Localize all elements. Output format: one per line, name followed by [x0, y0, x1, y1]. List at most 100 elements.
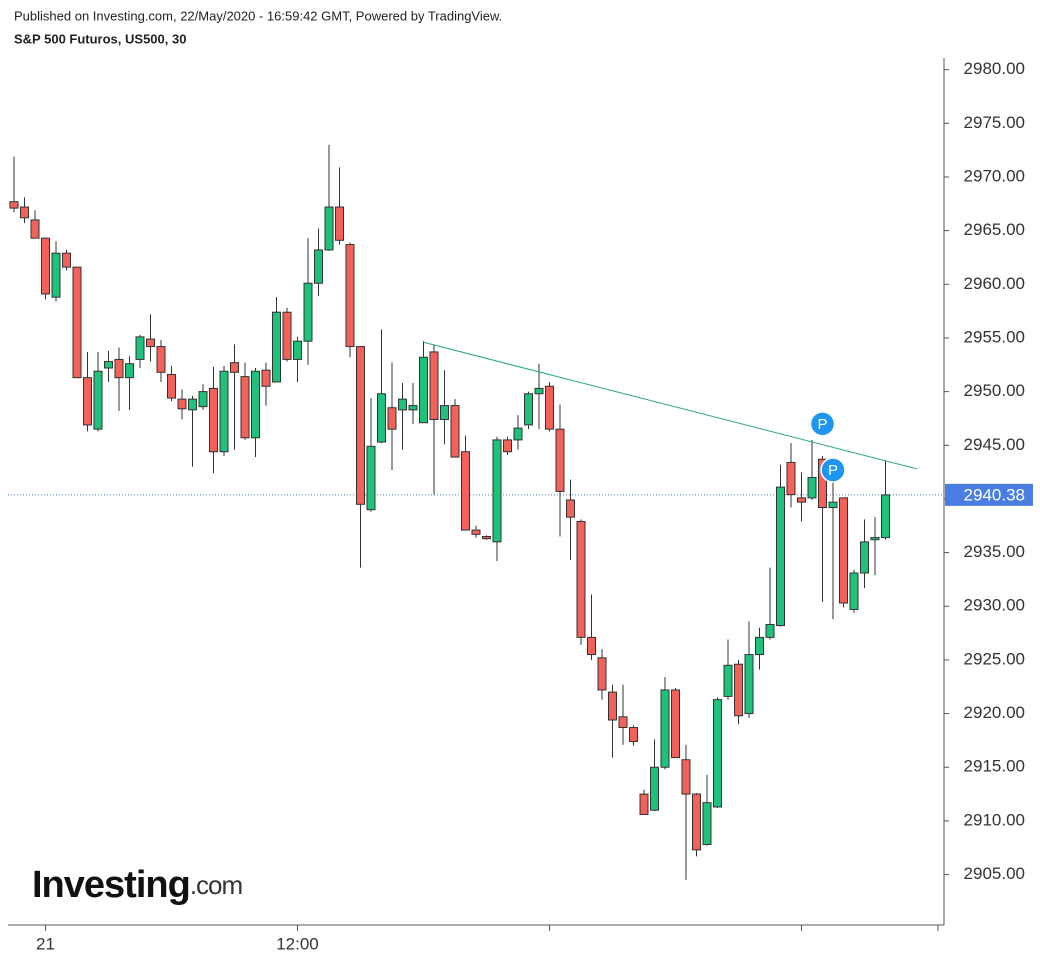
candle-body [198, 391, 208, 408]
candle-body [146, 338, 155, 348]
y-tick-label: 2905.00 [964, 864, 1025, 883]
candle-body [597, 657, 607, 691]
candle-body [272, 311, 281, 383]
candle-body [104, 361, 113, 369]
y-tick-label: 2935.00 [964, 542, 1025, 561]
candle-body [629, 727, 638, 742]
x-tick-label: 21 [36, 934, 55, 953]
candle-body [576, 520, 586, 638]
candle-body [786, 461, 796, 496]
candle-body [566, 499, 575, 518]
candle-body [870, 537, 880, 541]
candle-body [671, 689, 680, 759]
symbol-title: S&P 500 Futuros, US500, 30 [14, 31, 186, 46]
candle-body [545, 385, 554, 430]
candle-body [503, 439, 512, 453]
candle-body [114, 358, 124, 379]
candle-body [282, 311, 292, 360]
candle-body [41, 237, 50, 295]
event-marker [820, 457, 846, 483]
candle-body [156, 346, 166, 373]
candle-body [62, 252, 71, 268]
candle-body [219, 370, 229, 453]
candle-body [377, 393, 386, 443]
y-tick-label: 2950.00 [964, 381, 1025, 400]
candle-body [72, 266, 82, 379]
candle-body [797, 497, 806, 503]
candle-body [660, 689, 670, 768]
candle-body [177, 398, 187, 410]
candle-body [807, 476, 817, 499]
candle-body [513, 427, 523, 441]
y-tick-label: 2965.00 [964, 220, 1025, 239]
candle-body [419, 356, 428, 424]
candle-body [450, 405, 460, 458]
candle-body [251, 370, 260, 439]
event-marker-label: P [828, 462, 838, 479]
candle-body [9, 201, 19, 209]
candle-body [135, 336, 145, 360]
candle-body [30, 219, 40, 239]
candle-body [702, 802, 712, 846]
candle-body [828, 501, 838, 509]
candle-body [681, 759, 691, 795]
x-tick-label: 12:00 [276, 934, 319, 953]
candle-body [755, 636, 764, 656]
candle-body [849, 572, 859, 610]
candle-body [765, 624, 775, 638]
y-tick-label: 2945.00 [964, 435, 1025, 454]
y-tick-label: 2960.00 [964, 274, 1025, 293]
candle-body [618, 716, 628, 729]
candle-body [387, 407, 397, 430]
y-tick-label: 2910.00 [964, 810, 1025, 829]
candle-body [471, 529, 481, 535]
event-marker [809, 411, 836, 437]
candle-body [534, 387, 544, 395]
candle-body [335, 206, 344, 241]
candle-body [461, 451, 470, 531]
candle-body [240, 376, 250, 439]
candle-body [261, 369, 271, 387]
event-marker-label: P [817, 416, 827, 433]
candle-body [881, 494, 890, 539]
candle-body [303, 282, 313, 342]
candle-body [398, 398, 407, 411]
candle-body [744, 654, 754, 715]
candle-body [587, 636, 596, 656]
candle-body [776, 486, 785, 627]
candle-body [356, 346, 365, 505]
candle-body [167, 373, 176, 399]
candle-body [713, 699, 722, 808]
candle-body [209, 387, 218, 453]
candle-body [366, 445, 376, 511]
candle-body [555, 428, 565, 492]
candle-body [734, 663, 743, 717]
candle-body [692, 793, 701, 851]
logo-suffix: .com [190, 870, 242, 900]
trendline [423, 341, 918, 470]
candle-body [429, 351, 439, 421]
candle-body [650, 766, 659, 811]
y-tick-label: 2920.00 [964, 703, 1025, 722]
candle-body [860, 541, 869, 574]
y-tick-label: 2955.00 [964, 327, 1025, 346]
candle-body [608, 691, 617, 721]
y-tick-label: 2925.00 [964, 649, 1025, 668]
last-price-label: 2940.38 [964, 485, 1025, 504]
candle-body [293, 340, 302, 360]
y-tick-label: 2975.00 [964, 113, 1025, 132]
candle-body [492, 439, 502, 543]
candle-body [524, 393, 533, 426]
candle-body [188, 398, 197, 411]
candle-body [83, 377, 92, 426]
candle-body [20, 206, 29, 219]
candle-body [324, 206, 334, 251]
candle-body [408, 405, 418, 411]
candle-body [345, 244, 355, 348]
published-note: Published on Investing.com, 22/May/2020 … [14, 8, 502, 23]
candle-body [723, 664, 733, 697]
y-tick-label: 2970.00 [964, 166, 1025, 185]
last-price-box [945, 483, 1033, 506]
